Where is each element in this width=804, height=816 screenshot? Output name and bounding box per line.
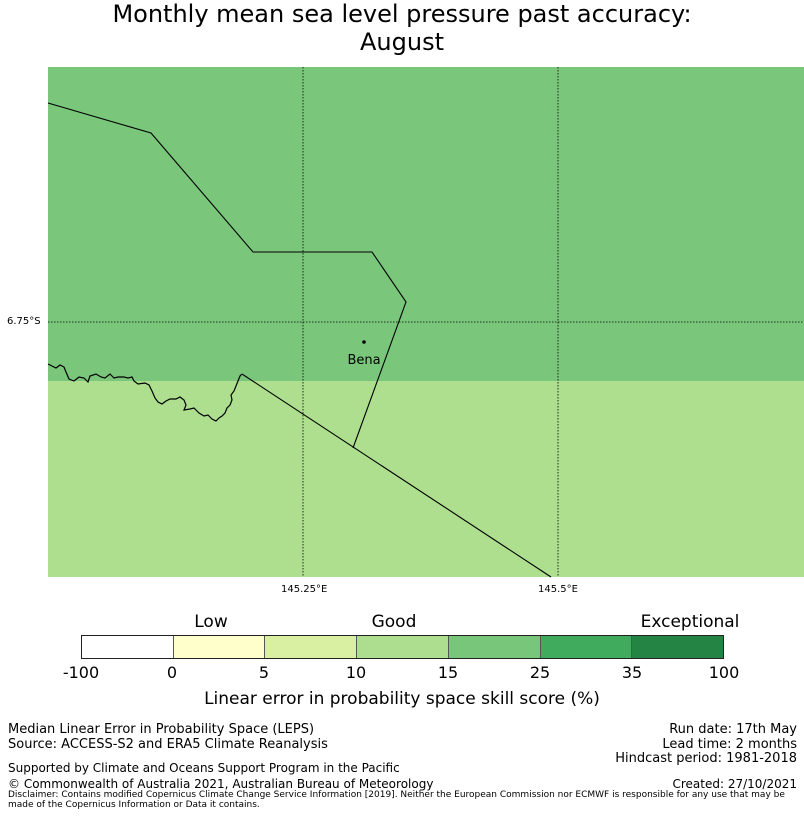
lead-time: Lead time: 2 months [662, 737, 797, 752]
bena-label: Bena [347, 353, 380, 368]
colorbar-segment [632, 636, 724, 658]
colorbar-segment [82, 636, 174, 658]
colorbar-tick: -100 [62, 663, 100, 682]
created-date: Created: 27/10/2021 [672, 777, 797, 791]
hindcast-period: Hindcast period: 1981-2018 [615, 751, 797, 766]
footer-method: Median Linear Error in Probability Space… [8, 722, 315, 737]
colorbar-segment [540, 636, 633, 658]
province-boundary-south [241, 373, 552, 578]
lat-tick-label: 6.75°S [7, 316, 41, 327]
lon-tick-label-1: 145.25°E [281, 584, 328, 595]
title-line-2: August [360, 28, 444, 56]
bena-marker [362, 340, 366, 344]
chart-title: Monthly mean sea level pressure past acc… [0, 0, 804, 56]
lon-tick-label-2: 145.5°E [538, 584, 578, 595]
colorbar-segment [173, 636, 266, 658]
colorbar-tick: 100 [708, 663, 740, 682]
disclaimer: Disclaimer: Contains modified Copernicus… [8, 790, 785, 810]
colorbar-tick: 10 [345, 663, 367, 682]
map-panel: Bena [47, 67, 804, 578]
province-boundary-north [47, 102, 407, 449]
coastline [47, 363, 243, 422]
category-exceptional: Exceptional [640, 612, 740, 632]
colorbar-tick: 15 [437, 663, 459, 682]
colorbar-segment [357, 636, 449, 658]
region-north [48, 67, 804, 381]
category-low: Low [194, 612, 228, 632]
colorbar-tick: 5 [258, 663, 270, 682]
colorbar-tick: 35 [621, 663, 643, 682]
run-date: Run date: 17th May [669, 722, 797, 737]
colorbar-segment [448, 636, 541, 658]
colorbar-segment [265, 636, 358, 658]
colorbar-label: Linear error in probability space skill … [204, 689, 600, 709]
colorbar-tick: 0 [166, 663, 178, 682]
colorbar-tick: 25 [529, 663, 551, 682]
footer-copyright: © Commonwealth of Australia 2021, Austra… [8, 777, 434, 791]
category-good: Good [371, 612, 417, 632]
footer-support: Supported by Climate and Oceans Support … [8, 761, 400, 775]
colorbar [81, 635, 724, 659]
footer-source: Source: ACCESS-S2 and ERA5 Climate Reana… [8, 737, 328, 752]
title-line-1: Monthly mean sea level pressure past acc… [112, 0, 692, 28]
region-south [48, 381, 804, 577]
